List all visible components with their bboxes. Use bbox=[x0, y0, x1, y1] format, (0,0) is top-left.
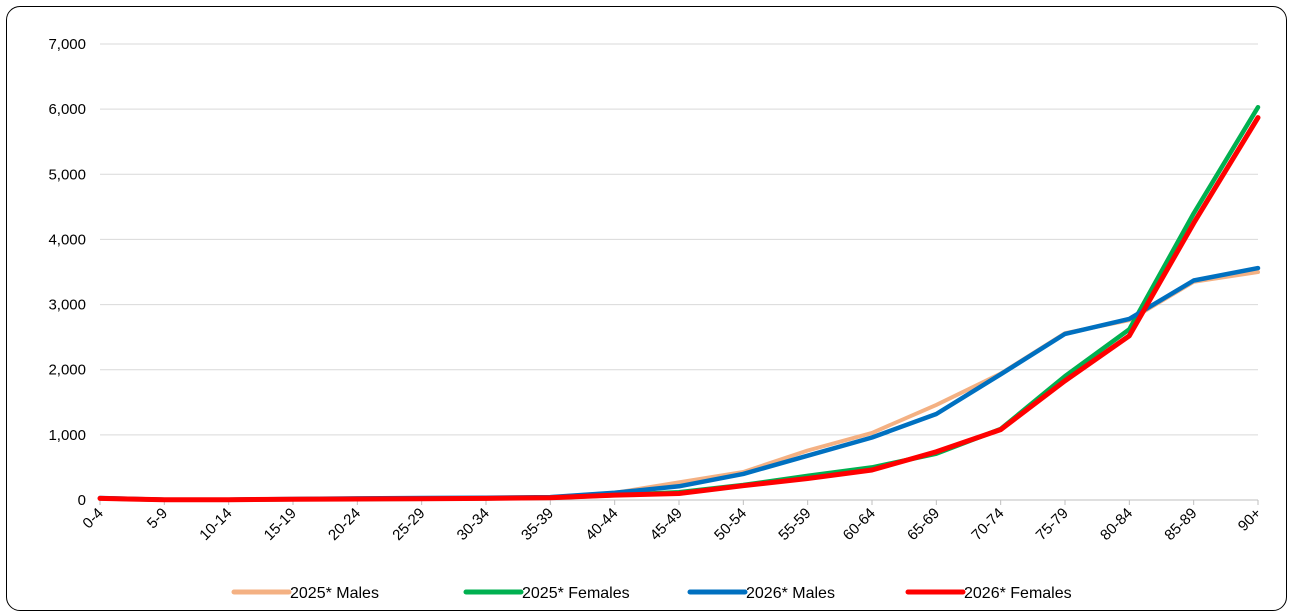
series-line-1 bbox=[98, 270, 1260, 502]
legend-label: 2025* Females bbox=[522, 585, 630, 602]
y-tick-label: 2,000 bbox=[48, 362, 86, 379]
x-tick-label: 75-79 bbox=[1033, 505, 1072, 544]
x-tick-label: 80-84 bbox=[1097, 505, 1136, 544]
x-tick-label: 40-44 bbox=[582, 505, 621, 544]
legend: 2025* Males 2025* Females 2026* Males 2026*… bbox=[231, 585, 1072, 602]
x-tick-label: 10-14 bbox=[196, 505, 235, 544]
y-tick-label: 6,000 bbox=[48, 101, 86, 118]
legend-label: 2026* Males bbox=[746, 585, 835, 602]
series-line-2 bbox=[97, 104, 1261, 502]
chart-frame bbox=[6, 6, 1287, 611]
x-tick-label: 30-34 bbox=[454, 505, 493, 544]
y-tick-label: 0 bbox=[78, 492, 86, 509]
y-tick-label: 5,000 bbox=[48, 166, 86, 183]
y-axis: 0 1,000 2,000 3,000 4,000 5,000 6,000 7,000 bbox=[48, 36, 86, 509]
y-tick-label: 1,000 bbox=[48, 427, 86, 444]
series-line-3 bbox=[97, 265, 1261, 502]
x-tick-label: 15-19 bbox=[261, 505, 300, 544]
y-tick-label: 3,000 bbox=[48, 297, 86, 314]
x-tick-label: 35-39 bbox=[518, 505, 557, 544]
x-tick-label: 65-69 bbox=[904, 505, 943, 544]
x-tick-label: 60-64 bbox=[840, 505, 879, 544]
legend-label: 2026* Females bbox=[964, 585, 1072, 602]
x-tick-label: 25-29 bbox=[389, 505, 428, 544]
gridlines bbox=[100, 43, 1258, 501]
x-tick-label: 50-54 bbox=[711, 505, 750, 544]
x-tick-label: 85-89 bbox=[1161, 505, 1200, 544]
x-tick-label: 55-59 bbox=[775, 505, 814, 544]
x-tick-label: 20-24 bbox=[325, 505, 364, 544]
x-tick-label: 70-74 bbox=[968, 505, 1007, 544]
series-lines bbox=[97, 104, 1261, 503]
x-tick-label: 5-9 bbox=[144, 505, 171, 532]
legend-label: 2025* Males bbox=[290, 585, 379, 602]
x-axis: 0-4 5-9 10-14 15-19 20-24 25-29 30-34 35-39 40-4… bbox=[79, 500, 1265, 544]
y-tick-label: 4,000 bbox=[48, 231, 86, 248]
x-tick-label: 90+ bbox=[1235, 505, 1265, 535]
x-tick-label: 45-49 bbox=[647, 505, 686, 544]
y-tick-label: 7,000 bbox=[48, 36, 86, 53]
series-line-4 bbox=[97, 115, 1261, 503]
